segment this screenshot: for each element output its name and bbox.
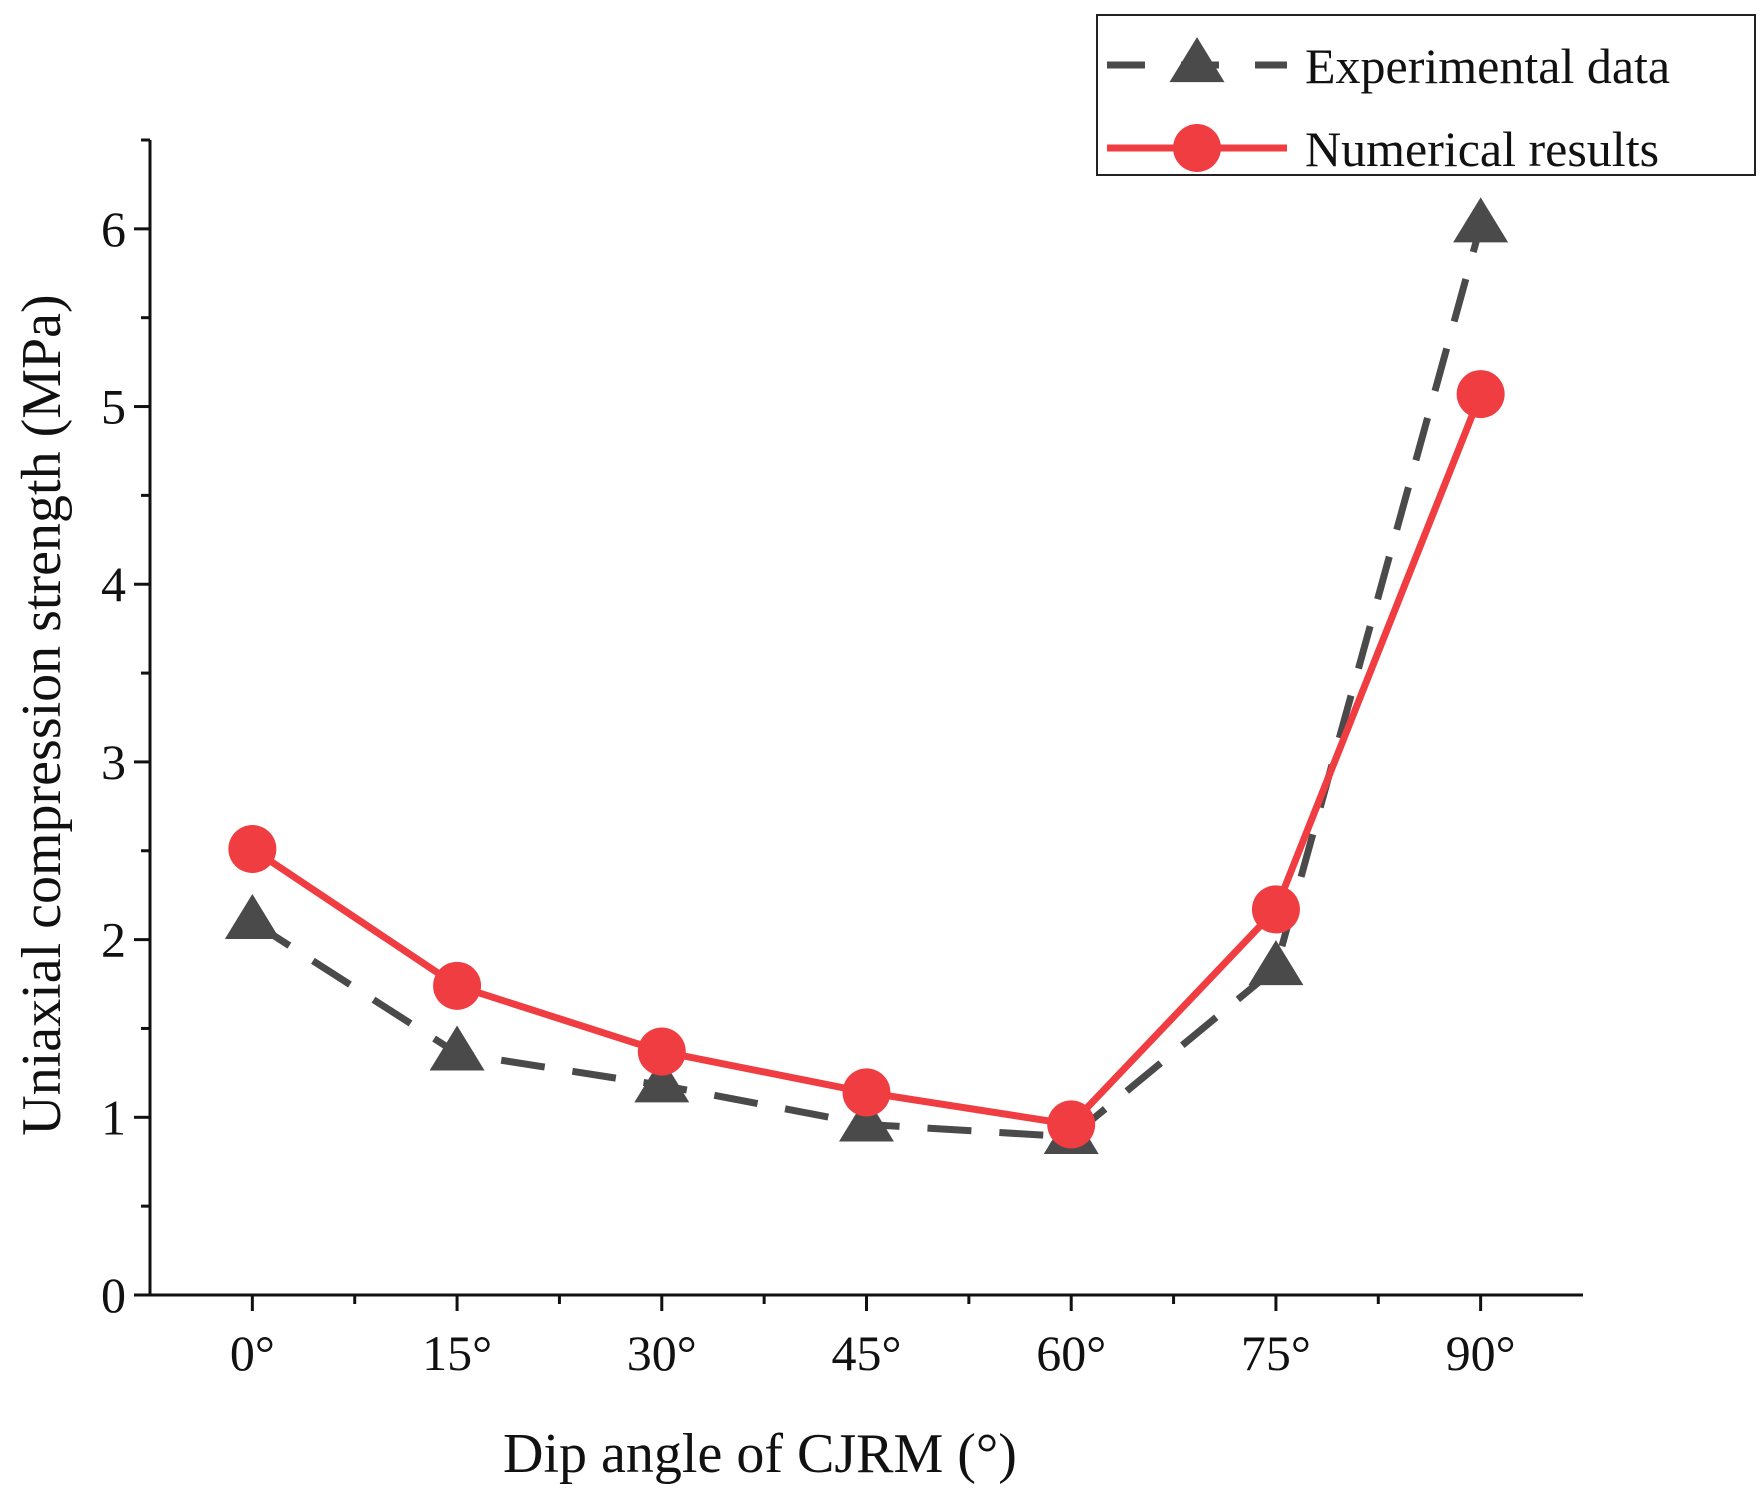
series-line-1 xyxy=(250,392,1484,1128)
series-line-0 xyxy=(250,224,1485,1141)
legend-label-1: Numerical results xyxy=(1305,121,1659,177)
data-point-triangle xyxy=(1248,940,1304,986)
y-tick-label: 5 xyxy=(101,379,126,435)
legend-label-0: Experimental data xyxy=(1305,38,1670,94)
data-point-circle xyxy=(842,1068,891,1117)
x-tick-label: 45° xyxy=(832,1325,902,1381)
data-point-circle xyxy=(228,824,277,873)
x-tick-label: 30° xyxy=(627,1325,697,1381)
legend-marker-triangle xyxy=(1169,37,1225,83)
data-point-triangle xyxy=(429,1025,485,1071)
y-axis-title: Uniaxial compression strength (MPa) xyxy=(11,294,73,1135)
x-tick-label: 90° xyxy=(1446,1325,1516,1381)
data-point-circle xyxy=(1251,885,1300,934)
x-tick-label: 15° xyxy=(422,1325,492,1381)
data-point-triangle xyxy=(224,893,280,939)
data-point-circle xyxy=(637,1027,686,1076)
y-tick-label: 4 xyxy=(101,556,126,612)
data-point-triangle xyxy=(839,1096,894,1142)
data-point-circle xyxy=(433,961,482,1010)
data-point-triangle xyxy=(1453,197,1509,243)
x-tick-label: 60° xyxy=(1036,1325,1106,1381)
y-tick-label: 0 xyxy=(101,1267,126,1323)
legend-marker-circle xyxy=(1173,124,1221,172)
data-point-circle xyxy=(1456,370,1505,419)
data-point-triangle xyxy=(634,1057,690,1103)
legend-layer: Experimental data Numerical results xyxy=(1096,14,1756,177)
x-axis-title: Dip angle of CJRM (°) xyxy=(503,1423,1017,1485)
data-point-circle xyxy=(1047,1100,1096,1149)
y-tick-label: 6 xyxy=(101,201,126,257)
x-tick-label: 75° xyxy=(1241,1325,1311,1381)
y-tick-label: 3 xyxy=(101,734,126,790)
x-tick-label: 0° xyxy=(230,1325,275,1381)
y-tick-label: 1 xyxy=(101,1089,126,1145)
series-layer xyxy=(224,197,1509,1154)
y-tick-label: 2 xyxy=(101,912,126,968)
